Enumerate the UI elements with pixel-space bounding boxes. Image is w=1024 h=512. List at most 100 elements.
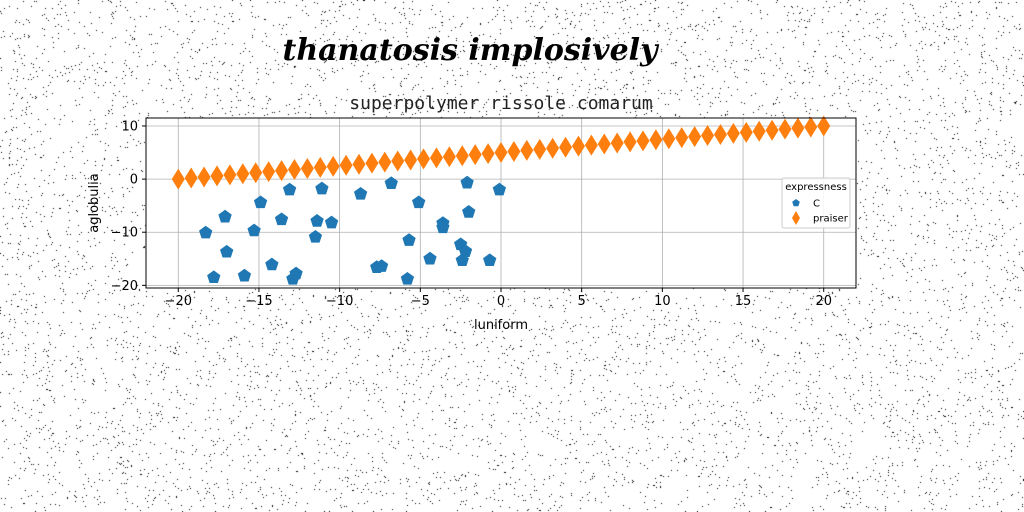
x-tick-label: −10 — [326, 294, 353, 309]
data-point-praiser — [442, 146, 456, 168]
y-tick-label: −20 — [111, 279, 138, 294]
data-point-C — [315, 181, 329, 195]
legend-title: expressness — [785, 182, 847, 193]
data-point-C — [402, 233, 416, 246]
legend-label-praiser: praiser — [813, 214, 849, 225]
data-point-praiser — [726, 122, 740, 144]
x-tick-label: 0 — [497, 294, 505, 309]
data-point-praiser — [649, 129, 663, 151]
data-point-praiser — [791, 117, 805, 139]
data-point-praiser — [546, 137, 560, 159]
x-tick-label: −15 — [245, 294, 272, 309]
series-layer — [171, 115, 831, 285]
data-point-C — [253, 195, 268, 209]
axis-ticks: −20 −15 −10 −5 0 5 10 15 20 −20 −10 0 10 — [111, 119, 832, 309]
data-point-C — [265, 257, 279, 271]
data-point-praiser — [817, 115, 831, 137]
x-tick-label: 5 — [578, 294, 586, 309]
data-point-praiser — [597, 133, 611, 155]
chart-title: superpolymer rissole comarum — [349, 93, 652, 114]
x-tick-label: −20 — [165, 294, 192, 309]
data-point-C — [308, 230, 323, 243]
x-axis-label: luniform — [474, 318, 528, 333]
data-point-C — [460, 175, 474, 189]
data-point-praiser — [701, 125, 715, 147]
legend-marker-praiser — [792, 211, 800, 225]
data-point-praiser — [236, 163, 250, 185]
data-point-praiser — [752, 120, 766, 142]
data-point-praiser — [184, 167, 198, 189]
y-tick-label: −10 — [111, 226, 138, 241]
data-point-praiser — [210, 165, 224, 187]
data-point-praiser — [713, 123, 727, 145]
data-point-praiser — [249, 162, 263, 184]
data-point-praiser — [610, 132, 624, 154]
data-point-C — [207, 270, 221, 284]
data-point-C — [289, 266, 303, 280]
y-axis-label: aglobulia — [87, 173, 102, 232]
data-point-praiser — [468, 144, 482, 166]
data-point-C — [282, 182, 297, 196]
data-point-praiser — [417, 148, 431, 170]
data-point-praiser — [352, 153, 366, 175]
x-tick-label: 15 — [735, 294, 752, 309]
data-point-C — [384, 176, 398, 190]
data-point-C — [374, 259, 389, 272]
data-point-praiser — [765, 119, 779, 141]
data-point-praiser — [675, 127, 689, 149]
data-point-praiser — [559, 136, 573, 158]
data-point-praiser — [197, 166, 211, 188]
legend-box — [781, 177, 851, 229]
data-point-praiser — [326, 155, 340, 177]
data-point-C — [220, 244, 234, 258]
data-point-C — [353, 186, 368, 200]
data-point-praiser — [662, 128, 676, 150]
data-point-C — [436, 220, 450, 234]
data-point-C — [310, 214, 324, 227]
data-point-praiser — [313, 156, 327, 178]
data-point-C — [247, 223, 261, 237]
data-point-praiser — [287, 159, 301, 181]
data-point-praiser — [507, 140, 521, 162]
data-point-praiser — [378, 151, 392, 173]
data-point-praiser — [365, 152, 379, 174]
data-point-C — [423, 251, 437, 265]
legend-marker-C — [792, 199, 800, 207]
data-point-praiser — [300, 157, 314, 179]
data-point-C — [492, 182, 507, 196]
data-point-C — [274, 212, 289, 226]
data-point-praiser — [623, 131, 637, 153]
data-point-praiser — [571, 135, 585, 157]
data-point-C — [483, 253, 497, 267]
data-point-praiser — [584, 134, 598, 156]
data-point-praiser — [533, 138, 547, 160]
legend-label-C: C — [813, 199, 820, 210]
data-point-praiser — [481, 143, 495, 165]
data-point-praiser — [404, 149, 418, 171]
data-point-praiser — [223, 164, 237, 186]
x-tick-label: 10 — [654, 294, 671, 309]
data-point-C — [458, 244, 473, 258]
data-point-praiser — [391, 150, 405, 172]
data-point-praiser — [636, 130, 650, 152]
data-point-praiser — [171, 168, 185, 190]
data-point-C — [237, 268, 252, 282]
data-point-C — [462, 205, 476, 218]
data-point-praiser — [778, 118, 792, 140]
y-tick-label: 10 — [121, 119, 138, 134]
data-point-praiser — [739, 121, 753, 143]
data-point-praiser — [455, 145, 469, 167]
data-point-C — [218, 209, 232, 223]
data-point-praiser — [262, 161, 276, 183]
data-point-praiser — [688, 126, 702, 148]
data-point-praiser — [494, 142, 508, 164]
data-point-praiser — [520, 139, 534, 161]
data-point-C — [199, 225, 213, 239]
x-tick-label: −5 — [411, 294, 430, 309]
y-tick-label: 0 — [130, 173, 138, 188]
data-point-praiser — [339, 154, 353, 176]
data-point-praiser — [429, 147, 443, 169]
